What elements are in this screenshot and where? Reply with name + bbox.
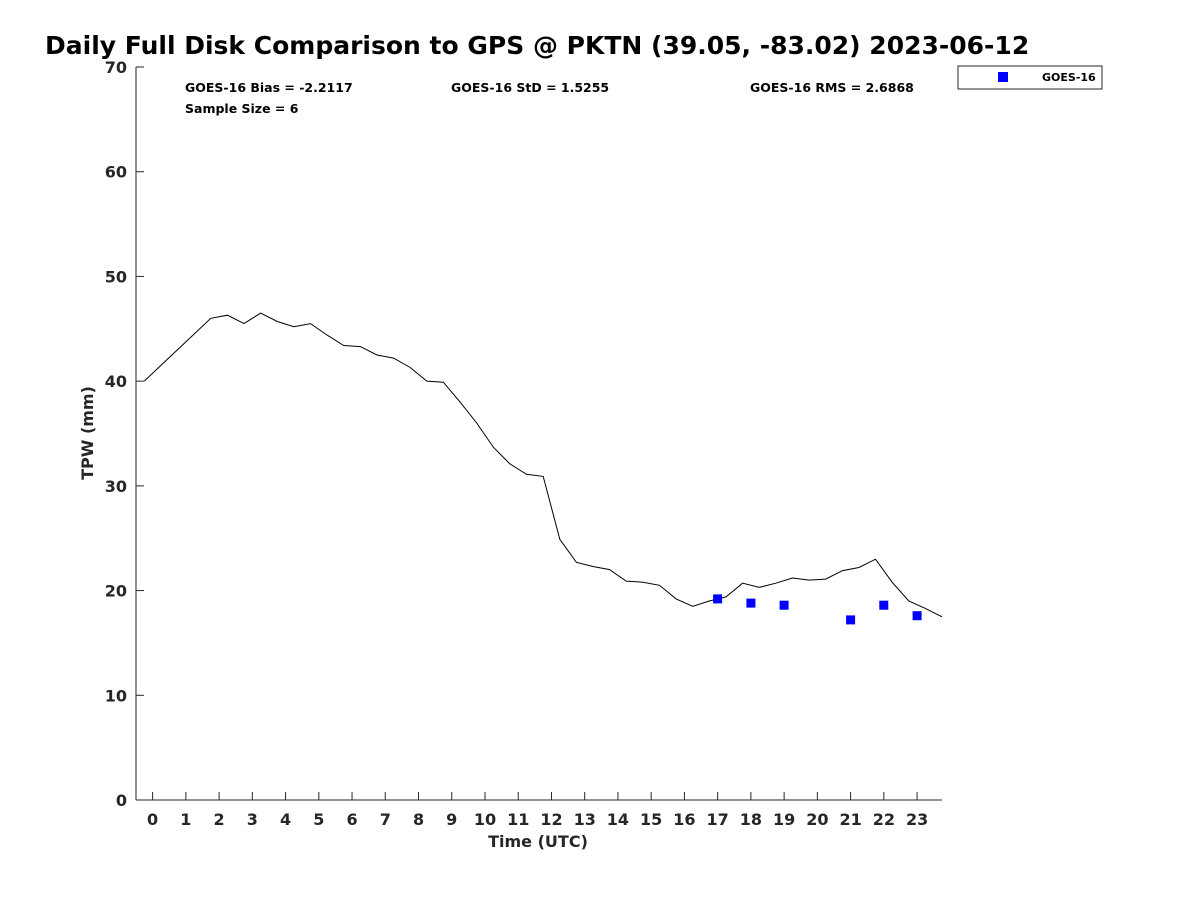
y-tick-label: 10 <box>105 686 127 705</box>
chart-title: Daily Full Disk Comparison to GPS @ PKTN… <box>45 31 1029 60</box>
x-tick-label: 3 <box>247 810 258 829</box>
legend: GOES-16 <box>957 65 1103 90</box>
x-tick-label: 19 <box>773 810 795 829</box>
goes16-point <box>879 600 889 610</box>
y-tick-label: 70 <box>105 58 127 77</box>
x-tick-label: 15 <box>640 810 662 829</box>
goes16-point <box>746 598 756 608</box>
goes16-point <box>912 611 922 621</box>
x-tick-label: 2 <box>214 810 225 829</box>
x-ticks: 0 1 2 3 4 5 6 7 8 9 10 11 12 13 14 15 16 17 18 19 20 21 22 23 <box>147 792 928 829</box>
x-tick-label: 11 <box>507 810 529 829</box>
x-tick-label: 4 <box>280 810 291 829</box>
x-tick-label: 5 <box>313 810 324 829</box>
x-tick-label: 20 <box>806 810 828 829</box>
y-tick-label: 50 <box>105 267 127 286</box>
rms-stat: GOES-16 RMS = 2.6868 <box>750 80 914 95</box>
x-tick-label: 22 <box>873 810 895 829</box>
gps-tpw-line <box>143 312 943 618</box>
x-tick-label: 14 <box>607 810 629 829</box>
sample-size-stat: Sample Size = 6 <box>185 101 299 116</box>
goes16-point <box>846 615 856 625</box>
x-tick-label: 1 <box>180 810 191 829</box>
y-tick-label: 20 <box>105 582 127 601</box>
x-tick-label: 16 <box>673 810 695 829</box>
axes <box>135 67 942 801</box>
x-tick-label: 21 <box>839 810 861 829</box>
x-tick-label: 7 <box>380 810 391 829</box>
y-tick-label: 0 <box>116 791 127 810</box>
x-tick-label: 8 <box>413 810 424 829</box>
legend-label-goes16: GOES-16 <box>1042 71 1096 84</box>
legend-marker-goes16 <box>998 72 1008 82</box>
y-tick-label: 40 <box>105 372 127 391</box>
goes16-point <box>779 600 789 610</box>
y-tick-label: 60 <box>105 163 127 182</box>
x-tick-label: 0 <box>147 810 158 829</box>
bias-stat: GOES-16 Bias = -2.2117 <box>185 80 353 95</box>
x-tick-label: 12 <box>540 810 562 829</box>
legend-box <box>957 65 1103 90</box>
x-tick-label: 18 <box>740 810 762 829</box>
x-tick-label: 10 <box>474 810 496 829</box>
std-stat: GOES-16 StD = 1.5255 <box>451 80 609 95</box>
x-tick-label: 23 <box>906 810 928 829</box>
x-axis-label: Time (UTC) <box>488 832 588 851</box>
x-tick-label: 17 <box>707 810 729 829</box>
goes16-point <box>713 594 723 604</box>
y-axis-label: TPW (mm) <box>78 386 97 480</box>
plot-area <box>143 312 943 625</box>
y-tick-label: 30 <box>105 477 127 496</box>
y-ticks: 0 10 20 30 40 50 60 70 <box>105 58 144 810</box>
x-tick-label: 6 <box>346 810 357 829</box>
x-tick-label: 9 <box>446 810 457 829</box>
x-tick-label: 13 <box>574 810 596 829</box>
